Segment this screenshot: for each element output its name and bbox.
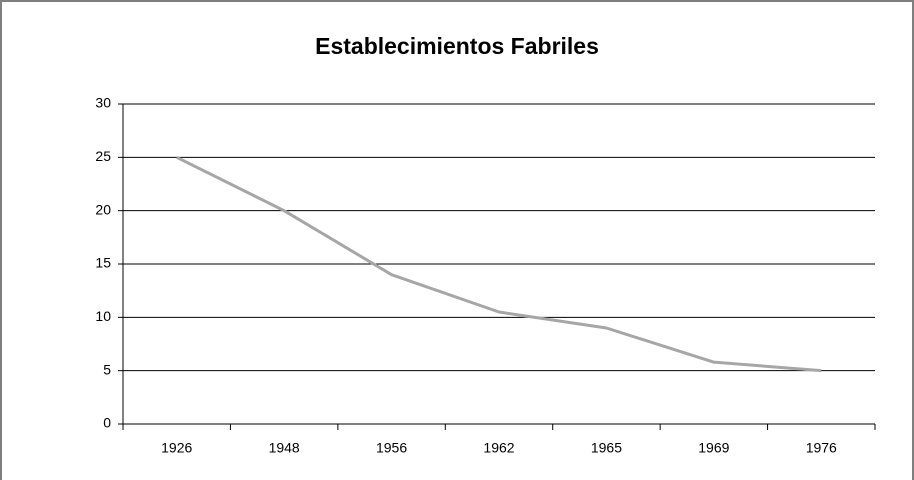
x-tick-label: 1969 <box>698 440 729 456</box>
y-tick-label: 10 <box>95 308 111 324</box>
y-tick-label: 20 <box>95 201 111 217</box>
y-tick-label: 30 <box>95 95 111 111</box>
x-tick-label: 1976 <box>806 440 837 456</box>
x-tick-label: 1926 <box>161 440 192 456</box>
y-tick-label: 15 <box>95 255 111 271</box>
x-tick-label: 1956 <box>376 440 407 456</box>
x-tick-label: 1962 <box>483 440 514 456</box>
y-tick-label: 25 <box>95 148 111 164</box>
chart-title: Establecimientos Fabriles <box>315 33 599 59</box>
data-line <box>176 155 822 373</box>
x-tick-label: 1948 <box>269 440 300 456</box>
y-tick-label: 5 <box>103 361 111 377</box>
y-tick-label: 0 <box>103 415 111 431</box>
x-tick-label: 1965 <box>591 440 622 456</box>
